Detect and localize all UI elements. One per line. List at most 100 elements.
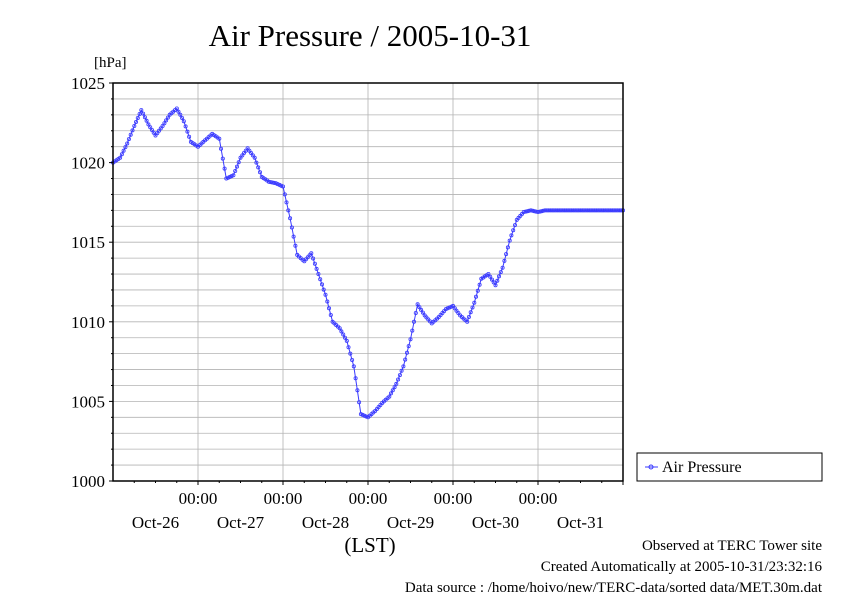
data-point [495, 278, 500, 283]
data-point [470, 305, 475, 310]
data-point [403, 357, 408, 362]
data-point [217, 136, 222, 141]
data-point [266, 179, 271, 184]
data-point [314, 266, 319, 271]
data-point [465, 319, 470, 324]
data-point [126, 137, 131, 142]
data-point [236, 160, 241, 165]
data-point [160, 124, 165, 129]
x-tick-time-label: 00:00 [519, 489, 558, 508]
data-point [272, 180, 277, 185]
data-point [507, 238, 512, 243]
data-point [312, 261, 317, 266]
data-point [183, 124, 188, 129]
data-point [525, 209, 530, 214]
data-point [139, 108, 144, 113]
y-axis: 1000 1005 1010 1015 1020 1025 [71, 74, 113, 491]
data-point [392, 385, 397, 390]
data-point [187, 134, 192, 139]
data-point [394, 381, 399, 386]
data-point [289, 225, 294, 230]
data-point [282, 192, 287, 197]
data-point [125, 141, 130, 146]
data-point [123, 145, 128, 150]
data-point [257, 170, 262, 175]
data-point [220, 156, 225, 161]
x-tick-time-label: 00:00 [349, 489, 388, 508]
data-point [218, 146, 223, 151]
data-point [488, 274, 493, 279]
data-point [256, 165, 261, 170]
data-point [293, 243, 298, 248]
data-point [311, 256, 316, 261]
x-axis: 00:00Oct-2600:00Oct-2700:00Oct-2800:00Oc… [132, 481, 624, 532]
data-point [309, 251, 314, 256]
data-point [390, 388, 395, 393]
data-point [523, 209, 528, 214]
data-point [268, 180, 273, 185]
data-point [401, 364, 406, 369]
data-point [164, 118, 169, 123]
data-point [477, 282, 482, 287]
data-point [415, 302, 420, 307]
legend-marker-icon [648, 464, 654, 470]
chart-title: Air Pressure / 2005-10-31 [209, 18, 532, 53]
x-tick-time-label: 00:00 [179, 489, 218, 508]
data-point [165, 115, 170, 120]
data-point [280, 184, 285, 189]
data-point [406, 344, 411, 349]
data-point [178, 112, 183, 117]
data-point [142, 115, 147, 120]
data-point [537, 209, 542, 214]
data-point [176, 109, 181, 114]
data-point [509, 233, 514, 238]
data-point [341, 332, 346, 337]
legend: Air Pressure [636, 452, 823, 482]
data-point [493, 283, 498, 288]
data-point [411, 319, 416, 324]
data-point [539, 209, 544, 214]
data-point [496, 274, 501, 279]
data-point [511, 228, 516, 233]
data-point [144, 118, 149, 123]
data-point [410, 328, 415, 333]
data-point [419, 307, 424, 312]
data-point [328, 312, 333, 317]
data-point [128, 132, 133, 137]
data-point [536, 209, 541, 214]
data-point [500, 265, 505, 270]
data-point [521, 209, 526, 214]
source-note: Data source : /home/hoivo/new/TERC-data/… [405, 580, 823, 595]
data-point [530, 208, 535, 213]
data-point [350, 357, 355, 362]
data-point [355, 388, 360, 393]
data-point [133, 120, 138, 125]
data-point [404, 350, 409, 355]
data-point [532, 209, 537, 214]
data-point [388, 391, 393, 396]
created-note: Created Automatically at 2005-10-31/23:3… [541, 559, 823, 575]
data-point [417, 305, 422, 310]
data-point [472, 300, 477, 305]
x-tick-date-label: Oct-29 [387, 513, 434, 532]
data-point [162, 121, 167, 126]
y-tick-label: 1025 [71, 74, 105, 93]
data-point [502, 258, 507, 263]
data-point [135, 116, 140, 121]
data-point [351, 364, 356, 369]
data-point [420, 310, 425, 315]
data-point [119, 152, 124, 157]
data-point [130, 128, 135, 133]
data-point [466, 314, 471, 319]
data-point [185, 129, 190, 134]
data-point [353, 376, 358, 381]
observed-note: Observed at TERC Tower site [642, 538, 822, 554]
data-point [318, 277, 323, 282]
data-point [286, 208, 291, 213]
data-point [339, 329, 344, 334]
data-point [319, 282, 324, 287]
data-point [399, 368, 404, 373]
data-point [528, 208, 533, 213]
data-point [132, 124, 137, 129]
data-point [141, 111, 146, 116]
